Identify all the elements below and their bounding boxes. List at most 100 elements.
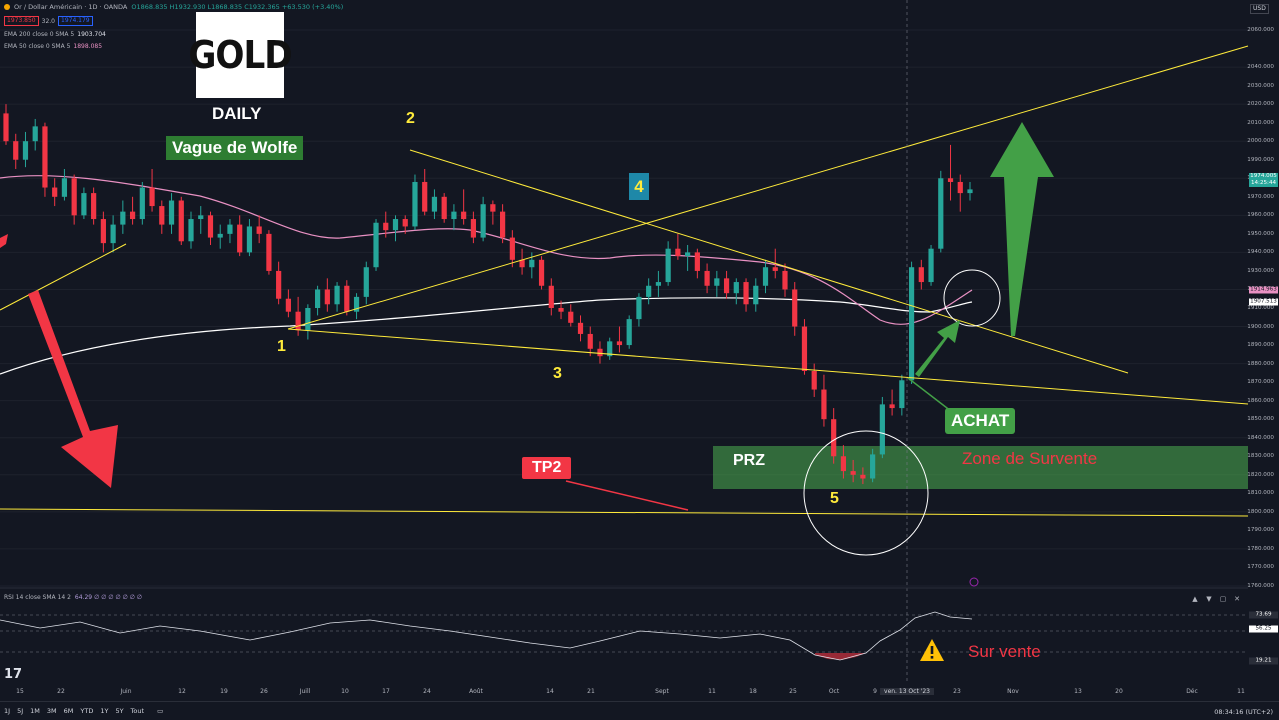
time-tick: 22: [57, 688, 65, 695]
candle-body: [441, 196, 447, 220]
chevron-up-icon[interactable]: ▲: [1192, 595, 1198, 603]
candle-body: [704, 270, 710, 286]
candle-body: [548, 285, 554, 308]
candle-body: [558, 308, 564, 312]
candle-body: [685, 252, 691, 257]
time-axis[interactable]: 15 22 Juin 12 19 26 Juill 10 17 24 Août 14 21 Sept 11 1…: [0, 684, 1248, 698]
candle-body: [714, 278, 720, 286]
rsi-tag-low: 19.21: [1249, 657, 1278, 665]
trade-buttons: 1973.850 32.0 1974.179: [4, 16, 93, 26]
range-button-ytd[interactable]: YTD: [80, 707, 94, 715]
time-tick: ven. 13 Oct '23: [880, 688, 934, 695]
ema50-legend[interactable]: EMA 50 close 0 SMA 5 1898.085: [4, 43, 102, 50]
price-tick: 2000.000: [1247, 138, 1274, 145]
bottom-toolbar: 1J 5J 1M 3M 6M YTD 1Y 5Y Tout ▭ 08:34:16 (UTC+2): [0, 701, 1279, 720]
currency-badge[interactable]: USD: [1250, 4, 1269, 14]
candle-body: [860, 474, 866, 479]
wave-label-5: 5: [830, 490, 839, 507]
close-icon[interactable]: ✕: [1234, 595, 1240, 603]
price-tick: 1860.000: [1247, 397, 1274, 404]
candle-body: [928, 248, 934, 283]
rsi-tag-mid: 56.25: [1249, 625, 1278, 633]
candle-body: [402, 219, 408, 227]
last-price-tag: 1974.005 14:25:44: [1249, 173, 1278, 187]
wave-label-2: 2: [406, 110, 415, 127]
chevron-down-icon[interactable]: ▼: [1206, 595, 1212, 603]
gold-logo: GOLD: [188, 12, 293, 98]
candle-body: [334, 285, 340, 305]
buy-price-button[interactable]: 1974.179: [58, 16, 93, 26]
candle-body: [217, 233, 223, 238]
candle-body: [831, 419, 837, 457]
candle-body: [3, 113, 9, 142]
candle-body: [100, 219, 106, 244]
range-button-1j[interactable]: 1J: [4, 707, 11, 715]
wave-label-1: 1: [277, 338, 286, 355]
time-tick: Sept: [655, 688, 669, 695]
time-tick: 21: [587, 688, 595, 695]
tp2-badge: TP2: [522, 457, 572, 479]
candle-body: [821, 389, 827, 420]
price-axis[interactable]: 2060.000 2040.000 2030.000 2020.000 2010.000…: [1247, 0, 1279, 700]
price-tick: 2060.000: [1247, 27, 1274, 33]
price-tick: 1810.000: [1247, 490, 1274, 497]
time-tick: Juill: [299, 688, 311, 695]
range-button-5y[interactable]: 5Y: [115, 707, 124, 715]
range-button-5j[interactable]: 5J: [17, 707, 24, 715]
symbol-icon: [4, 4, 10, 10]
rsi-oversold-fill: [815, 653, 866, 660]
achat-badge: ACHAT: [945, 408, 1016, 434]
candle-body: [490, 204, 496, 212]
time-tick: Déc: [1186, 688, 1198, 695]
price-tick: 1900.000: [1247, 323, 1274, 330]
candle-body: [899, 380, 905, 409]
range-button-1y[interactable]: 1Y: [100, 707, 109, 715]
candle-body: [840, 456, 847, 472]
time-tick: 23: [953, 688, 961, 695]
price-tick: 1950.000: [1247, 230, 1274, 237]
ema200-legend[interactable]: EMA 200 close 0 SMA 5 1903.704: [4, 31, 106, 38]
candle-body: [607, 341, 613, 357]
candle-body: [792, 289, 798, 327]
time-tick: Oct: [828, 688, 840, 695]
candle-body: [188, 219, 194, 242]
price-tick: 2040.000: [1247, 64, 1274, 71]
candle-body: [568, 311, 574, 323]
range-button-3m[interactable]: 3M: [46, 707, 57, 715]
candle-body: [597, 348, 603, 357]
ema50-price-tag: 1914.963: [1249, 286, 1278, 294]
candle-body: [509, 237, 515, 260]
range-button-6m[interactable]: 6M: [63, 707, 74, 715]
maximize-icon[interactable]: ▢: [1219, 595, 1227, 603]
price-tick: 2020.000: [1247, 101, 1274, 108]
wave-label-3: 3: [553, 365, 562, 382]
candle-body: [392, 219, 399, 231]
range-button-tout[interactable]: Tout: [130, 707, 145, 715]
candle-body: [938, 178, 944, 249]
candle-body: [266, 233, 272, 271]
candle-body: [811, 371, 817, 390]
candle-body: [237, 224, 243, 253]
price-tick: 1970.000: [1247, 193, 1274, 200]
time-tick: Nov: [1007, 688, 1019, 695]
warning-icon: [920, 639, 944, 661]
rsi-legend[interactable]: RSI 14 close SMA 14 2 64.29 ∅ ∅ ∅ ∅ ∅ ∅ ∅: [4, 594, 142, 601]
rsi-value: 64.29 ∅ ∅ ∅ ∅ ∅ ∅ ∅: [74, 594, 143, 601]
sell-price-button[interactable]: 1973.850: [4, 16, 39, 26]
candle-body: [626, 319, 632, 346]
time-tick: Juin: [120, 688, 132, 695]
ema50-label: EMA 50 close 0 SMA 5: [4, 43, 71, 50]
calendar-icon[interactable]: ▭: [157, 707, 164, 715]
ema200-line: [0, 297, 973, 375]
candle-body: [168, 200, 175, 225]
clock: 08:34:16 (UTC+2): [1214, 708, 1273, 716]
range-button-1m[interactable]: 1M: [30, 707, 40, 715]
price-tick: 1960.000: [1247, 212, 1274, 219]
candle-body: [772, 267, 778, 271]
candle-body: [675, 248, 681, 257]
candle-body: [694, 252, 700, 271]
candle-body: [120, 211, 126, 225]
candle-body: [227, 224, 233, 234]
tradingview-logo: 17: [4, 667, 23, 682]
